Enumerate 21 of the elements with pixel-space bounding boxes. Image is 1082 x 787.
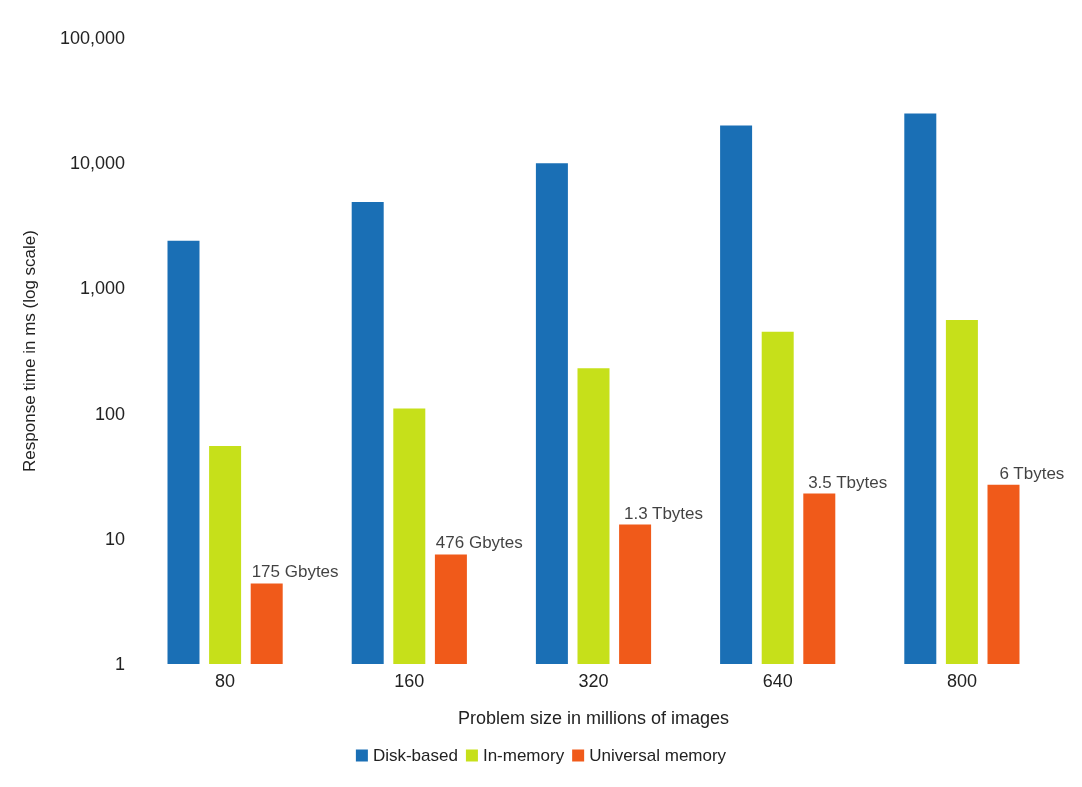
y-tick-label: 10 — [104, 528, 125, 549]
x-tick-label: 80 — [215, 671, 236, 691]
x-tick-label: 640 — [762, 671, 793, 691]
x-tick-label: 800 — [946, 671, 977, 691]
y-tick-label: 1,000 — [79, 278, 125, 299]
x-tick-label: 160 — [394, 671, 425, 691]
y-tick-label: 10,000 — [69, 153, 125, 174]
y-axis-title: Response time in ms (log scale) — [20, 230, 39, 472]
y-tick-label: 100,000 — [59, 28, 125, 48]
legend-label: In-memory — [482, 746, 565, 765]
y-tick-label: 100 — [94, 403, 125, 424]
y-tick-label: 1 — [114, 654, 125, 674]
annotation: 175 Gbytes — [251, 562, 339, 582]
x-axis-title: Problem size in millions of images — [457, 708, 730, 728]
legend-label: Disk-based — [372, 746, 458, 765]
legend-label: Universal memory — [589, 746, 727, 765]
annotation: 3.5 Tbytes — [808, 472, 888, 492]
annotation: 476 Gbytes — [435, 533, 523, 553]
x-tick-label: 320 — [578, 671, 609, 691]
annotation: 6 Tbytes — [999, 463, 1065, 483]
annotation: 1.3 Tbytes — [623, 503, 704, 523]
